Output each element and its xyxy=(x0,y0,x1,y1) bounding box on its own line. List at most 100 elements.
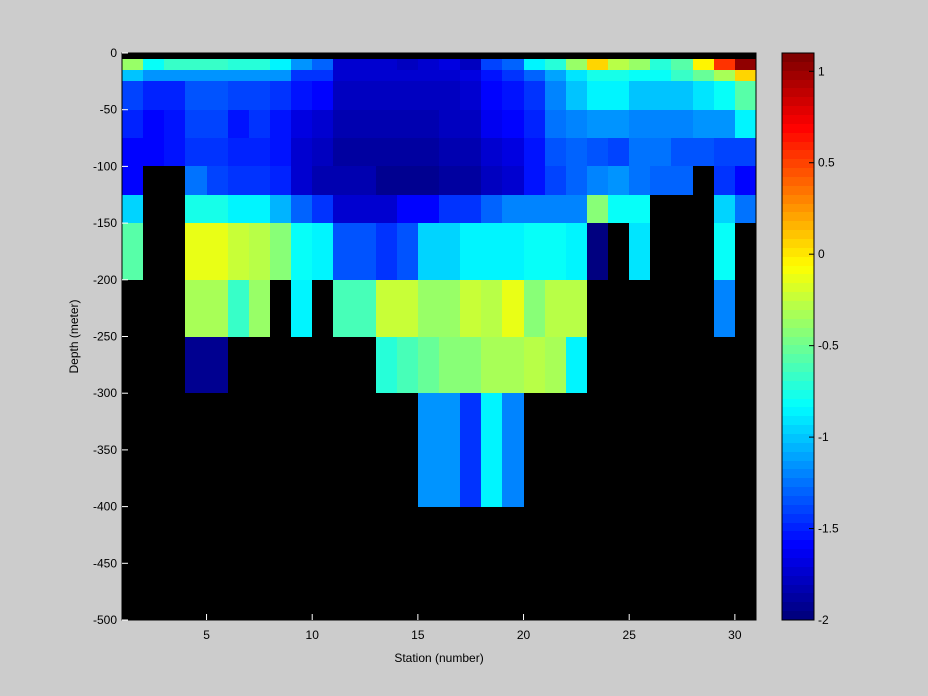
heatmap-cell xyxy=(608,195,629,223)
heatmap-cell xyxy=(566,280,587,337)
heatmap-cell xyxy=(714,195,735,223)
heatmap-cell xyxy=(629,59,650,70)
heatmap-cell xyxy=(249,70,270,81)
heatmap-cell xyxy=(418,223,439,280)
heatmap-cell xyxy=(291,53,312,59)
heatmap-cell xyxy=(333,70,354,81)
heatmap-cell xyxy=(122,223,143,280)
colorbar-swatch xyxy=(782,611,814,620)
heatmap-cell xyxy=(735,53,756,59)
heatmap-cell xyxy=(418,337,439,393)
heatmap-cell xyxy=(185,138,207,166)
heatmap-cell xyxy=(545,59,566,70)
heatmap-cell xyxy=(122,195,143,223)
heatmap-cell xyxy=(524,223,545,280)
heatmap-cell xyxy=(207,53,228,59)
colorbar-swatch xyxy=(782,478,814,487)
heatmap-cell xyxy=(502,195,524,223)
heatmap-cell xyxy=(587,138,608,166)
colorbar-swatch xyxy=(782,425,814,434)
heatmap-cell xyxy=(693,110,714,138)
heatmap-cell xyxy=(481,138,502,166)
heatmap-cell xyxy=(228,81,249,110)
heatmap-cell xyxy=(502,53,524,59)
heatmap-cell xyxy=(397,53,418,59)
colorbar-swatch xyxy=(782,602,814,611)
heatmap-cell xyxy=(397,166,418,195)
heatmap-cell xyxy=(333,53,354,59)
colorbar-swatch xyxy=(782,168,814,177)
heatmap-cell xyxy=(650,59,671,70)
heatmap-cell xyxy=(714,280,735,337)
colorbar-swatch xyxy=(782,319,814,328)
heatmap-cell xyxy=(650,138,671,166)
heatmap-cell xyxy=(545,81,566,110)
heatmap-cell xyxy=(735,195,756,223)
colorbar-tick-label: -1 xyxy=(818,430,829,444)
colorbar-tick-label: -1.5 xyxy=(818,522,839,536)
heatmap-cell xyxy=(566,138,587,166)
heatmap-cell xyxy=(185,70,207,81)
heatmap-cell xyxy=(608,166,629,195)
heatmap-cell xyxy=(354,59,376,70)
colorbar-swatch xyxy=(782,115,814,124)
heatmap-cell xyxy=(502,110,524,138)
heatmap-cell xyxy=(376,280,397,337)
y-tick-label: -350 xyxy=(93,443,117,457)
heatmap-cell xyxy=(418,195,439,223)
heatmap-cell xyxy=(587,59,608,70)
heatmap-cell xyxy=(312,110,333,138)
heatmap-cell xyxy=(460,223,481,280)
heatmap-cell xyxy=(122,53,143,59)
heatmap-cell xyxy=(291,81,312,110)
colorbar-swatch xyxy=(782,88,814,97)
heatmap-cell xyxy=(143,81,164,110)
heatmap-cell xyxy=(566,81,587,110)
heatmap-cell xyxy=(714,59,735,70)
colorbar-swatch xyxy=(782,221,814,230)
heatmap-cell xyxy=(460,70,481,81)
heatmap-cell xyxy=(312,53,333,59)
heatmap-cell xyxy=(207,337,228,393)
x-tick-label: 5 xyxy=(203,628,210,642)
heatmap-cell xyxy=(460,337,481,393)
heatmap-cell xyxy=(270,59,291,70)
heatmap-cell xyxy=(460,195,481,223)
heatmap-cell xyxy=(545,337,566,393)
heatmap-cell xyxy=(185,223,207,280)
heatmap-cell xyxy=(439,166,460,195)
heatmap-cell xyxy=(207,70,228,81)
colorbar-swatch xyxy=(782,407,814,416)
heatmap-cell xyxy=(333,59,354,70)
heatmap-cell xyxy=(270,138,291,166)
heatmap-cell xyxy=(143,59,164,70)
heatmap-cell xyxy=(460,166,481,195)
heatmap-cell xyxy=(587,110,608,138)
heatmap-cell xyxy=(524,70,545,81)
heatmap-cell xyxy=(312,138,333,166)
heatmap-cell xyxy=(587,166,608,195)
y-tick-label: -100 xyxy=(93,159,117,173)
heatmap-cell xyxy=(249,53,270,59)
heatmap-cell xyxy=(354,195,376,223)
heatmap-cell xyxy=(481,195,502,223)
heatmap-cell xyxy=(418,70,439,81)
colorbar-swatch xyxy=(782,53,814,62)
heatmap-cell xyxy=(608,70,629,81)
heatmap-cell xyxy=(397,81,418,110)
heatmap-cell xyxy=(671,81,693,110)
heatmap-cell xyxy=(566,70,587,81)
y-tick-label: -50 xyxy=(100,103,118,117)
heatmap-cell xyxy=(481,53,502,59)
heatmap-cell xyxy=(714,110,735,138)
heatmap-cell xyxy=(545,166,566,195)
heatmap-cell xyxy=(629,70,650,81)
colorbar-swatch xyxy=(782,97,814,106)
colorbar-swatch xyxy=(782,195,814,204)
heatmap-cell xyxy=(354,280,376,337)
heatmap-cell xyxy=(566,337,587,393)
heatmap-cell xyxy=(439,223,460,280)
heatmap-cell xyxy=(312,223,333,280)
heatmap-cell xyxy=(249,166,270,195)
heatmap-cell xyxy=(228,195,249,223)
